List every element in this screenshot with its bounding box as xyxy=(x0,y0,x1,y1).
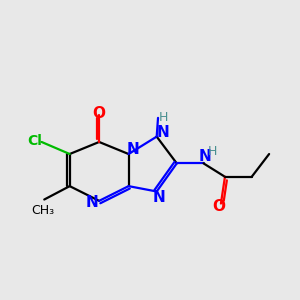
Text: CH₃: CH₃ xyxy=(32,203,55,217)
Text: N: N xyxy=(156,125,169,140)
Text: N: N xyxy=(152,190,165,205)
Text: O: O xyxy=(93,106,106,122)
Text: N: N xyxy=(199,149,211,164)
Text: Cl: Cl xyxy=(28,134,42,148)
Text: H: H xyxy=(208,145,218,158)
Text: N: N xyxy=(86,195,99,210)
Text: N: N xyxy=(126,142,139,158)
Text: H: H xyxy=(159,111,169,124)
Text: O: O xyxy=(212,199,225,214)
